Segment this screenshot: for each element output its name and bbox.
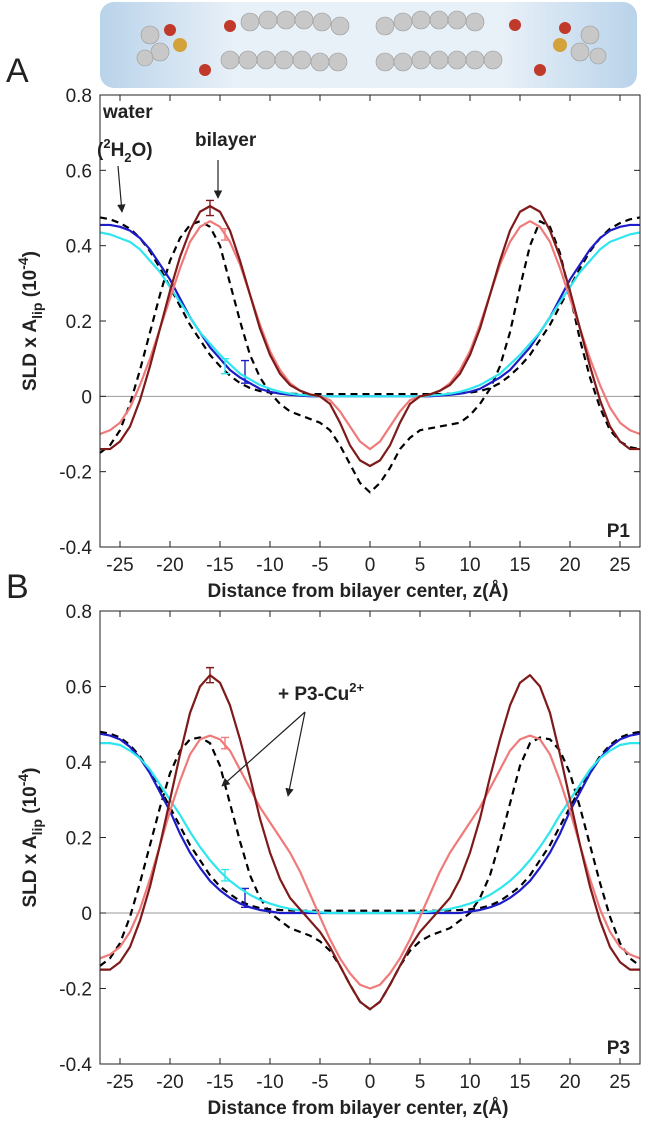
x-tick-label: 20 bbox=[559, 1072, 580, 1093]
chart: -0.4 -0.2 0 0.2 0.4 0.6 0.8 -25 -20 -15 -10 -5 0 5 10 1… bbox=[15, 86, 641, 602]
panel-label: P1 bbox=[607, 521, 631, 542]
x-tick-label: -5 bbox=[312, 1072, 329, 1093]
panel-label: P3 bbox=[607, 1038, 630, 1059]
y-axis-title-part: lip bbox=[29, 303, 45, 319]
series-line bbox=[100, 742, 640, 915]
y-axis-title-part: ) bbox=[20, 251, 41, 257]
y-tick-label: 0.8 bbox=[66, 86, 92, 107]
x-tick-label: 0 bbox=[365, 555, 376, 576]
y-axis-title: SLD x Alip (10-4) bbox=[15, 767, 45, 907]
arrow bbox=[221, 711, 306, 787]
y-axis-title-part: -4 bbox=[15, 774, 31, 787]
y-tick-label: -0.4 bbox=[59, 538, 92, 559]
plot-frame bbox=[99, 610, 641, 1065]
series-line bbox=[100, 674, 640, 1011]
y-tick-label: 0.6 bbox=[66, 161, 92, 182]
x-tick-label: 0 bbox=[365, 1072, 376, 1093]
annotation-text: 2 bbox=[124, 150, 131, 165]
x-tick-label: 20 bbox=[559, 555, 580, 576]
error-bar bbox=[221, 228, 229, 241]
annotation-text: H bbox=[111, 140, 125, 161]
y-tick-label: 0.2 bbox=[66, 829, 92, 850]
panel-letter: A bbox=[6, 52, 29, 90]
y-tick-label: 0 bbox=[81, 904, 92, 925]
chart: -0.4 -0.2 0 0.2 0.4 0.6 0.8 -25 -20 -15 -10 -5 0 5 10 1… bbox=[15, 602, 641, 1119]
error-bar bbox=[206, 666, 214, 684]
x-tick-label: 15 bbox=[509, 1072, 530, 1093]
y-tick-label: -0.2 bbox=[59, 463, 92, 484]
y-axis-title: SLD x Alip (10-4) bbox=[15, 251, 45, 391]
annotation-text: + P3-Cu bbox=[278, 684, 349, 705]
x-axis-title: Distance from bilayer center, z(Å) bbox=[208, 581, 509, 602]
x-tick-label: 5 bbox=[415, 555, 426, 576]
y-axis-title-part: SLD x A bbox=[20, 835, 41, 907]
annotation-text: bilayer bbox=[195, 130, 257, 151]
series-line bbox=[99, 231, 641, 398]
x-tick-label: -25 bbox=[106, 1072, 133, 1093]
x-tick-label: -15 bbox=[206, 1072, 233, 1093]
annotation-text: O) bbox=[132, 140, 153, 161]
y-axis-title-part: lip bbox=[29, 819, 45, 835]
annotation: + P3-Cu2+ bbox=[278, 680, 365, 705]
series-line bbox=[99, 734, 641, 990]
arrow bbox=[117, 165, 126, 213]
y-tick-label: 0.8 bbox=[66, 602, 92, 623]
x-tick-label: -10 bbox=[256, 1072, 283, 1093]
y-axis-title-part: SLD x A bbox=[20, 319, 41, 391]
x-tick-label: -20 bbox=[156, 555, 183, 576]
x-tick-label: -20 bbox=[156, 1072, 183, 1093]
series-line bbox=[100, 205, 640, 468]
annotation: (2H2O) bbox=[97, 136, 153, 165]
plot-area bbox=[100, 95, 640, 547]
annotation: water bbox=[102, 102, 153, 123]
error-bar bbox=[206, 199, 214, 217]
x-axis-title: Distance from bilayer center, z(Å) bbox=[208, 1098, 509, 1119]
error-bar bbox=[221, 357, 229, 375]
x-tick-label: 25 bbox=[609, 555, 630, 576]
x-tick-label: 10 bbox=[459, 1072, 480, 1093]
x-tick-label: 10 bbox=[459, 555, 480, 576]
x-tick-label: -25 bbox=[106, 555, 133, 576]
y-axis-title-part: ) bbox=[20, 767, 41, 773]
error-bar bbox=[241, 359, 249, 384]
y-axis-title-part: -4 bbox=[15, 257, 31, 270]
y-axis-title-part: (10 bbox=[20, 786, 41, 819]
series-line bbox=[99, 216, 641, 396]
y-tick-label: 0.4 bbox=[66, 237, 93, 258]
annotation-text: water bbox=[102, 102, 153, 123]
x-tick-label: -15 bbox=[206, 555, 233, 576]
y-tick-label: 0.4 bbox=[66, 753, 93, 774]
y-tick-label: -0.4 bbox=[59, 1055, 92, 1076]
x-tick-label: 15 bbox=[509, 555, 530, 576]
annotation-text: 2 bbox=[103, 136, 110, 151]
plot-frame bbox=[99, 94, 641, 548]
annotation: bilayer bbox=[195, 130, 257, 151]
x-tick-label: 5 bbox=[415, 1072, 426, 1093]
y-tick-label: 0.2 bbox=[66, 312, 92, 333]
molecule-illustration bbox=[100, 2, 637, 88]
x-tick-label: -5 bbox=[312, 555, 329, 576]
annotation-text: ( bbox=[97, 140, 104, 161]
y-tick-label: 0.6 bbox=[66, 678, 92, 699]
panel-letter: B bbox=[6, 568, 29, 606]
y-axis-title-part: (10 bbox=[20, 270, 41, 303]
series-line bbox=[99, 730, 641, 912]
y-tick-label: -0.2 bbox=[59, 980, 92, 1001]
y-tick-label: 0 bbox=[81, 387, 92, 408]
annotation-text: 2+ bbox=[349, 680, 364, 695]
arrow bbox=[285, 711, 306, 797]
series-line bbox=[99, 220, 641, 451]
error-bar bbox=[221, 736, 229, 750]
series-line bbox=[99, 220, 641, 494]
x-tick-label: 25 bbox=[609, 1072, 630, 1093]
error-bar bbox=[221, 868, 229, 882]
x-tick-label: -10 bbox=[256, 555, 283, 576]
